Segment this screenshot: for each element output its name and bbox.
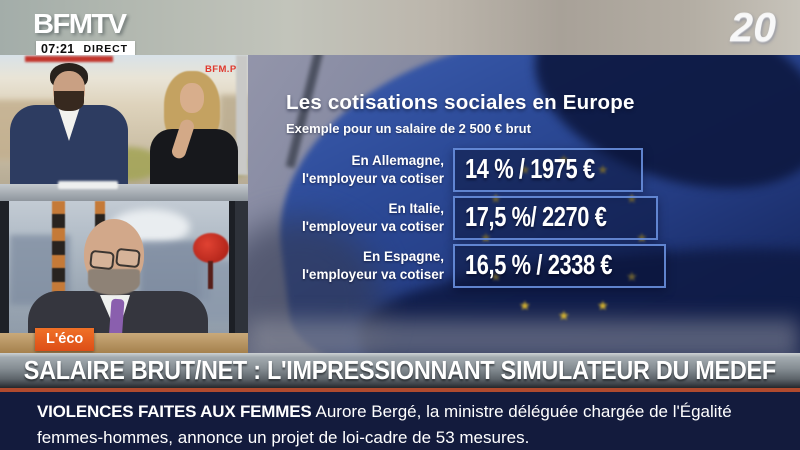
time-direct-bar: 07:21 DIRECT — [36, 41, 135, 57]
eu-flag-star: ★ — [519, 298, 531, 313]
headline-rule — [0, 388, 800, 392]
headline-banner: SALAIRE BRUT/NET : L'IMPRESSIONNANT SIMU… — [0, 353, 800, 388]
lens — [89, 249, 115, 271]
glasses — [88, 247, 141, 271]
infographic-panel: ★ ★ ★ ★ ★ ★ ★ ★ ★ ★ ★ ★ Les cotisations … — [248, 55, 800, 353]
value-box: 17,5 %/ 2270 € — [453, 196, 659, 240]
country-label: En Espagne, l'employeur va cotiser — [286, 248, 444, 284]
contribution-value: 17,5 %/ 2270 € — [465, 201, 607, 232]
bfm-watermark: BFM.P — [205, 64, 237, 75]
label-line2: l'employeur va cotiser — [301, 219, 444, 234]
desk-papers — [58, 181, 118, 189]
infographic-content: Les cotisations sociales en Europe Exemp… — [248, 55, 800, 353]
bfmtv-logo: BFMTV — [33, 8, 127, 39]
infographic-rows: En Allemagne, l'employeur va cotiser 14 … — [286, 148, 800, 288]
value-box: 14 % / 1975 € — [453, 148, 644, 192]
lamp-stand — [208, 261, 213, 289]
direct-badge: DIRECT — [83, 43, 128, 55]
ticker-topic: VIOLENCES FAITES AUX FEMMES — [37, 402, 312, 421]
bfmtv-20-years-logo: 20 — [730, 4, 776, 50]
contribution-value: 16,5 % / 2338 € — [465, 249, 613, 280]
label-line1: En Italie, — [388, 201, 444, 217]
face — [180, 83, 204, 113]
studio-pillar — [236, 55, 248, 175]
news-ticker: VIOLENCES FAITES AUX FEMMES Aurore Bergé,… — [0, 392, 800, 450]
eu-flag-star: ★ — [558, 308, 570, 323]
headline-text: SALAIRE BRUT/NET : L'IMPRESSIONNANT SIMU… — [23, 355, 777, 385]
ticker-paragraph: VIOLENCES FAITES AUX FEMMES Aurore Bergé,… — [0, 392, 800, 450]
label-line2: l'employeur va cotiser — [301, 267, 444, 282]
country-label: En Italie, l'employeur va cotiser — [286, 200, 444, 236]
label-line1: En Espagne, — [362, 249, 444, 265]
presenter-female — [142, 71, 242, 201]
contribution-value: 14 % / 1975 € — [465, 153, 595, 184]
beard — [54, 91, 84, 111]
eu-flag-star: ★ — [597, 298, 609, 313]
window-frame-left — [0, 201, 9, 353]
ticker-text: Aurore Bergé, la ministre déléguée charg… — [37, 402, 732, 447]
infographic-subtitle: Exemple pour un salaire de 2 500 € brut — [286, 121, 531, 136]
red-lamp — [193, 233, 229, 297]
anchor-desk — [0, 184, 248, 201]
top-bar: BFMTV 07:21 DIRECT 20 — [0, 0, 800, 57]
window-frame-right — [229, 201, 235, 353]
eco-badge: L'éco — [35, 328, 95, 351]
beard — [88, 269, 140, 295]
window-frame-right — [235, 201, 248, 353]
studio-screen-strip — [25, 56, 113, 62]
lamp-shade — [193, 233, 229, 263]
label-line1: En Allemagne, — [351, 153, 444, 169]
label-line2: l'employeur va cotiser — [301, 171, 444, 186]
country-row-germany: En Allemagne, l'employeur va cotiser 14 … — [286, 148, 800, 192]
country-label: En Allemagne, l'employeur va cotiser — [286, 152, 444, 188]
lens — [115, 247, 141, 269]
country-row-italy: En Italie, l'employeur va cotiser 17,5 %… — [286, 196, 800, 240]
commentator-video-frame: L'éco — [0, 201, 248, 353]
panel-haze — [248, 319, 800, 353]
value-box: 16,5 % / 2338 € — [453, 244, 666, 288]
infographic-title: Les cotisations sociales en Europe — [286, 91, 635, 114]
clock: 07:21 — [41, 42, 75, 56]
country-row-spain: En Espagne, l'employeur va cotiser 16,5 … — [286, 244, 800, 288]
presenters-video-frame: BFM.P — [0, 55, 248, 201]
